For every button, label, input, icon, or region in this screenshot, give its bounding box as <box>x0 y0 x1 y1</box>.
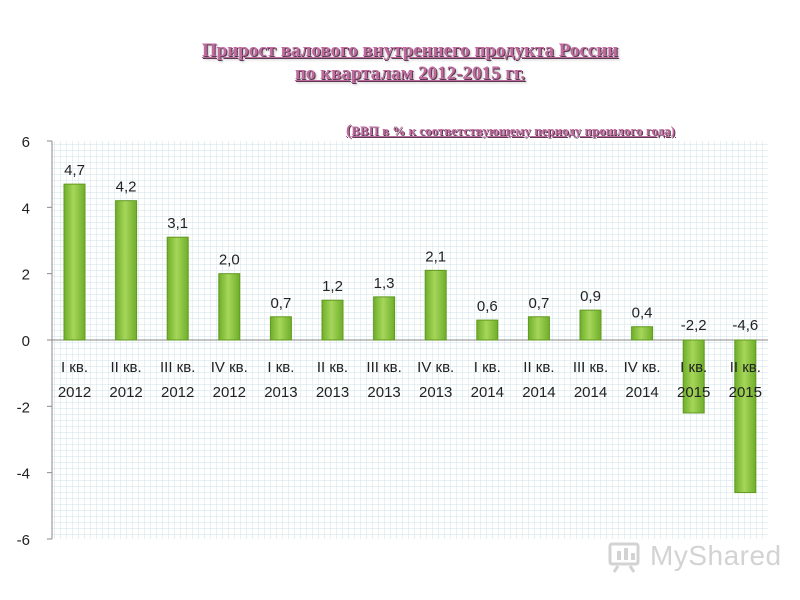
y-tick-label: 0 <box>22 333 30 350</box>
data-label: -2,2 <box>681 317 707 334</box>
bar <box>373 296 396 341</box>
bar <box>166 236 189 341</box>
category-label-quarter: I кв. <box>474 359 501 376</box>
category-label-year: 2015 <box>729 384 762 401</box>
bar <box>579 309 602 341</box>
chart-title-line-2: по кварталам 2012-2015 гг. <box>294 63 526 84</box>
category-label-year: 2012 <box>161 384 194 401</box>
y-tick-label: -6 <box>17 532 30 549</box>
chart-subtitle: (ВВП в % к соответствующему периоду прош… <box>346 122 675 140</box>
category-label-quarter: II кв. <box>523 359 554 376</box>
bar <box>527 316 550 341</box>
category-label-quarter: IV кв. <box>624 359 661 376</box>
bar <box>218 273 241 341</box>
y-tick-label: 6 <box>22 134 30 151</box>
data-label: -4,6 <box>732 317 758 334</box>
category-label-year: 2013 <box>264 384 297 401</box>
chart-title-line-1: Прирост валового внутреннего продукта Ро… <box>201 40 619 61</box>
category-label-quarter: III кв. <box>366 359 401 376</box>
category-label-quarter: II кв. <box>110 359 141 376</box>
category-label-year: 2014 <box>471 384 504 401</box>
category-label-year: 2013 <box>419 384 452 401</box>
category-label-quarter: III кв. <box>573 359 608 376</box>
labels-group: 4,7 I кв. 2012 4,2 II кв. 2012 3,1 III кв. 2012 2… <box>58 162 762 401</box>
y-tick-label: -2 <box>17 399 30 416</box>
data-label: 0,7 <box>528 295 549 312</box>
category-label-year: 2014 <box>574 384 607 401</box>
watermark-text: MyShared <box>650 540 782 571</box>
category-label-quarter: II кв. <box>730 359 761 376</box>
data-label: 0,9 <box>580 288 601 305</box>
data-label: 0,7 <box>270 295 291 312</box>
bar <box>321 299 344 341</box>
category-label-quarter: I кв. <box>680 359 707 376</box>
watermark: MyShared <box>606 536 782 576</box>
data-label: 2,1 <box>425 248 446 265</box>
category-label-quarter: IV кв. <box>211 359 248 376</box>
bar <box>734 339 757 494</box>
category-label-year: 2014 <box>522 384 555 401</box>
bar <box>682 339 705 414</box>
subtitle-open-paren: ( <box>346 122 352 139</box>
category-label-year: 2012 <box>58 384 91 401</box>
category-label-year: 2012 <box>213 384 246 401</box>
data-label: 0,6 <box>477 298 498 315</box>
category-label-year: 2012 <box>109 384 142 401</box>
y-tick-label: 2 <box>22 267 30 284</box>
data-label: 1,2 <box>322 278 343 295</box>
category-label-quarter: I кв. <box>61 359 88 376</box>
category-label-quarter: I кв. <box>267 359 294 376</box>
bars-group <box>63 183 757 494</box>
category-label-year: 2013 <box>316 384 349 401</box>
data-label: 0,4 <box>632 305 653 322</box>
y-tick-label: -4 <box>17 466 30 483</box>
category-label-quarter: III кв. <box>160 359 195 376</box>
bar <box>269 316 292 341</box>
bar <box>631 326 654 341</box>
data-label: 3,1 <box>167 215 188 232</box>
category-label-year: 2013 <box>367 384 400 401</box>
category-label-quarter: II кв. <box>317 359 348 376</box>
category-label-quarter: IV кв. <box>417 359 454 376</box>
subtitle-text: ВВП в % к соответствующему периоду прошл… <box>351 123 675 138</box>
y-tick-label: 4 <box>22 200 30 217</box>
bar <box>63 183 86 341</box>
category-label-year: 2014 <box>625 384 658 401</box>
data-label: 4,7 <box>64 162 85 179</box>
data-label: 4,2 <box>116 179 137 196</box>
category-label-year: 2015 <box>677 384 710 401</box>
bar <box>115 200 138 341</box>
bar <box>424 269 447 341</box>
watermark-logo-icon <box>608 542 640 573</box>
data-label: 1,3 <box>374 275 395 292</box>
bar <box>476 319 499 341</box>
data-label: 2,0 <box>219 252 240 269</box>
